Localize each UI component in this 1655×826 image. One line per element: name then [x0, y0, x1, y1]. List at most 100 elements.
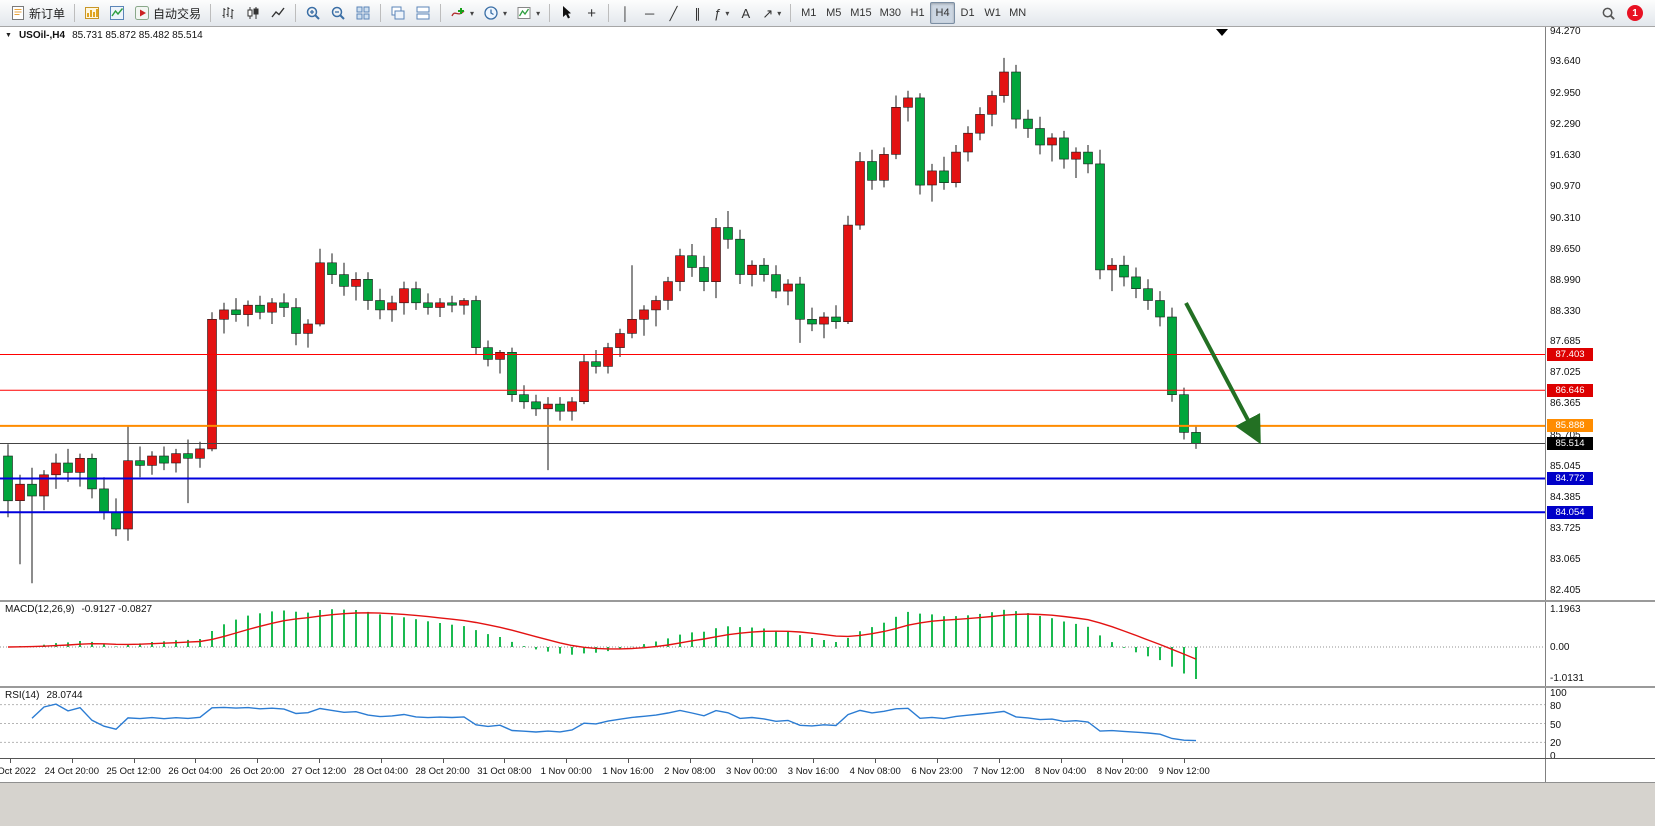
rsi-axis-label: 0: [1550, 751, 1556, 762]
time-axis-tick: [813, 759, 815, 763]
crosshair-tool-button[interactable]: +: [580, 2, 603, 24]
chart-shift-marker: [1216, 29, 1228, 36]
rsi-chart: [0, 703, 1545, 743]
price-line-tag: 84.772: [1547, 471, 1593, 485]
caret-down-icon: ▾: [503, 8, 508, 18]
tab-timeframe-w1[interactable]: W1: [980, 2, 1005, 24]
time-axis[interactable]: 24 Oct 2022 24 Oct 20:00 25 Oct 12:00 26 Oc…: [0, 759, 1545, 782]
autotrade-button[interactable]: 自动交易: [130, 2, 205, 24]
time-axis-tick: [319, 759, 320, 763]
horizontal-line-icon: ─: [644, 5, 655, 21]
time-axis-tick: [998, 759, 1000, 763]
text-tool-button[interactable]: A: [734, 2, 757, 24]
charts-button[interactable]: [80, 2, 104, 24]
tab-timeframe-h1[interactable]: H1: [905, 2, 930, 24]
autotrade-label: 自动交易: [153, 6, 202, 21]
cursor-tool-button[interactable]: [555, 2, 579, 24]
line-chart-icon: [270, 5, 286, 21]
new-order-button[interactable]: 新订单: [6, 2, 69, 24]
time-axis-tick: [1184, 759, 1186, 763]
time-axis-label: 8 Nov 04:00: [1034, 766, 1087, 777]
time-axis-tick: [133, 759, 135, 763]
horizontal-line-tool-button[interactable]: ─: [638, 2, 661, 24]
macd-axis-label: 1.1963: [1550, 604, 1581, 615]
rsi-line: [31, 703, 1197, 742]
vertical-line-tool-button[interactable]: │: [614, 2, 637, 24]
time-axis-label: 31 Oct 08:00: [477, 766, 532, 777]
caret-down-icon: ▾: [536, 8, 541, 18]
tab-timeframe-mn[interactable]: MN: [1005, 2, 1030, 24]
new-order-label: 新订单: [29, 6, 66, 21]
vertical-line-icon: │: [621, 5, 630, 21]
time-axis-label: 2 Nov 08:00: [664, 766, 716, 777]
time-axis-label: 28 Oct 20:00: [415, 766, 470, 777]
chart-window: ▼ USOil-,H4 85.731 85.872 85.482 85.514 …: [0, 26, 1655, 826]
tab-timeframe-m30[interactable]: M30: [876, 2, 905, 24]
notification-badge[interactable]: 1: [1627, 5, 1643, 21]
market-watch-icon: [109, 5, 125, 21]
channel-tool-button[interactable]: ∥: [686, 2, 709, 24]
rsi-axis-label: 100: [1550, 688, 1567, 699]
macd-axis-label: 0.00: [1550, 641, 1570, 653]
price-axis-label: 88.330: [1550, 305, 1581, 317]
price-axis-label: 85.705: [1550, 429, 1581, 441]
arrows-tool-button[interactable]: ↗ ▾: [758, 2, 785, 24]
channel-icon: ∥: [694, 5, 701, 21]
price-axis-label: 87.685: [1550, 336, 1581, 348]
search-button[interactable]: [1597, 2, 1620, 24]
market-watch-button[interactable]: [105, 2, 129, 24]
price-axis-label: 94.270: [1550, 26, 1581, 37]
pane-separator[interactable]: [0, 600, 1655, 602]
tile-windows-button[interactable]: [351, 2, 375, 24]
price-axis-label: 93.640: [1550, 55, 1581, 67]
fibonacci-tool-button[interactable]: ƒ ▾: [710, 2, 733, 24]
price-axis-label: 90.970: [1550, 181, 1581, 193]
time-axis-label: 24 Oct 20:00: [44, 766, 99, 777]
trendline-tool-button[interactable]: ╱: [662, 2, 685, 24]
rsi-axis-label: 20: [1550, 738, 1562, 750]
time-axis-tick: [628, 759, 629, 763]
time-axis-tick: [442, 759, 444, 763]
toolbar-separator: [440, 4, 442, 22]
price-axis-label: 83.725: [1550, 522, 1581, 534]
time-axis-label: 3 Nov 00:00: [725, 766, 778, 777]
tab-timeframe-m15[interactable]: M15: [846, 2, 875, 24]
collapse-icon[interactable]: ▼: [5, 32, 12, 39]
candlestick-chart-button[interactable]: [241, 2, 265, 24]
fibonacci-icon: ƒ: [714, 5, 722, 21]
time-axis-label: 8 Nov 20:00: [1096, 766, 1149, 777]
main-chart-pane[interactable]: ▼ USOil-,H4 85.731 85.872 85.482 85.514: [0, 27, 1545, 600]
templates-button[interactable]: ▾: [512, 2, 544, 24]
chart-title: USOil-,H4: [18, 30, 66, 41]
rsi-pane[interactable]: RSI(14) 28.0744: [0, 688, 1545, 758]
zoom-out-icon: [330, 5, 346, 21]
price-line-tag: 84.054: [1547, 505, 1593, 519]
time-axis-label: 26 Oct 04:00: [168, 766, 223, 777]
price-axis[interactable]: 94.270 93.640 92.950 92.290 91.630 90.970 90.3…: [1545, 26, 1655, 782]
time-axis-label: 24 Oct 2022: [0, 766, 36, 777]
cascade-windows-button[interactable]: [386, 2, 410, 24]
time-axis-tick: [689, 759, 691, 763]
time-axis-label: 1 Nov 16:00: [602, 766, 654, 777]
macd-histogram: [19, 609, 1197, 679]
line-chart-button[interactable]: [266, 2, 290, 24]
price-axis-label: 92.290: [1550, 119, 1581, 131]
tab-timeframe-m5[interactable]: M5: [821, 2, 846, 24]
tab-timeframe-d1[interactable]: D1: [955, 2, 980, 24]
bar-chart-button[interactable]: [216, 2, 240, 24]
tile-horizontal-button[interactable]: [411, 2, 435, 24]
macd-pane[interactable]: MACD(12,26,9) -0.9127 -0.0827: [0, 602, 1545, 686]
zoom-in-button[interactable]: [301, 2, 325, 24]
horizontal-lines-layer: [0, 354, 1545, 514]
tab-timeframe-h4[interactable]: H4: [930, 2, 956, 24]
pane-separator[interactable]: [0, 686, 1655, 688]
zoom-out-button[interactable]: [326, 2, 350, 24]
time-axis-label: 3 Nov 16:00: [787, 766, 840, 777]
price-axis-label: 82.405: [1550, 585, 1581, 596]
tab-timeframe-m1[interactable]: M1: [796, 2, 821, 24]
indicators-button[interactable]: ▾: [446, 2, 478, 24]
time-axis-tick: [937, 759, 938, 763]
periods-button[interactable]: ▾: [479, 2, 511, 24]
caret-down-icon: ▾: [777, 8, 782, 18]
